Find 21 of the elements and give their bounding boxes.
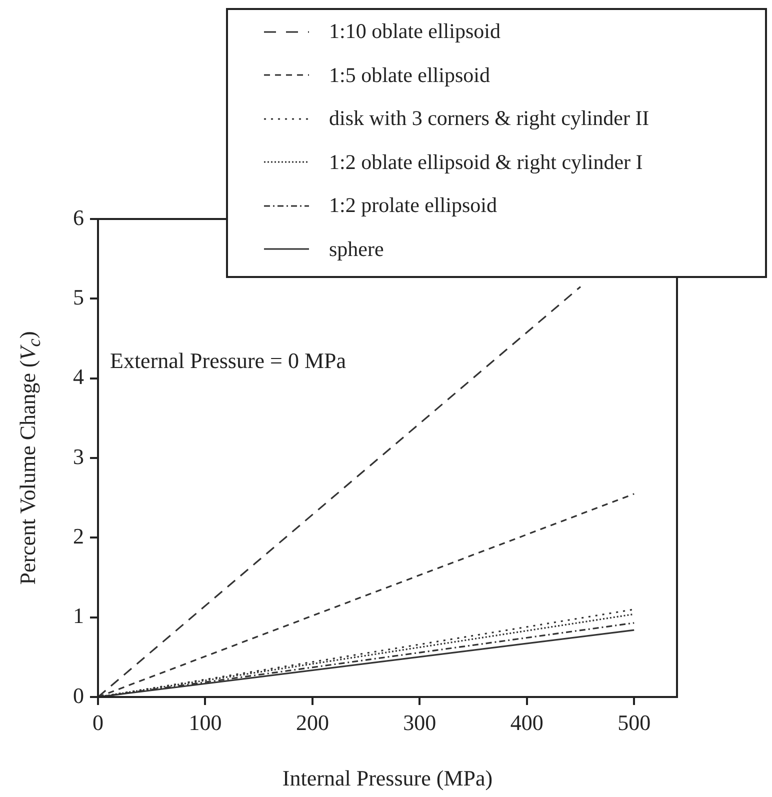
legend-label: disk with 3 corners & right cylinder II [329,106,650,132]
y-tick-label: 6 [73,204,84,230]
x-axis-title: Internal Pressure (MPa) [282,766,493,791]
x-tick-label: 0 [92,710,104,735]
x-tick-label: 200 [296,710,329,735]
annotation: External Pressure = 0 MPa [110,348,346,374]
x-tick-label: 300 [403,710,436,735]
y-tick-label: 2 [73,523,84,548]
x-tick-label: 400 [510,710,544,735]
y-tick-label: 0 [73,682,84,708]
y-tick-label: 1 [73,603,84,628]
x-tick-label: 100 [188,710,222,735]
legend-label: 1:10 oblate ellipsoid [329,19,500,44]
legend-label: 1:2 oblate ellipsoid & right cylinder I [329,150,643,175]
y-tick-label: 3 [73,444,84,469]
legend-label: 1:2 prolate ellipsoid [329,193,497,218]
y-tick-label: 5 [73,284,84,310]
legend-label: 1:5 oblate ellipsoid [329,62,490,88]
legend-label: sphere [329,236,384,262]
x-tick-label: 500 [618,710,651,735]
y-tick-label: 4 [73,364,84,390]
